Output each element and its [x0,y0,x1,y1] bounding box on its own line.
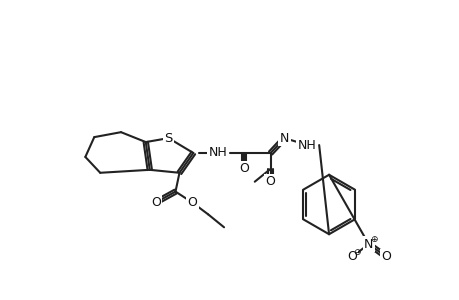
Text: O: O [187,196,197,209]
Text: O: O [238,162,248,175]
Text: NH: NH [297,139,316,152]
Text: S: S [164,132,173,145]
Text: O: O [265,175,275,188]
Text: N: N [279,132,289,145]
Text: O: O [346,250,356,263]
Text: ⊕: ⊕ [369,235,376,244]
Text: NH: NH [208,146,227,160]
Text: O: O [151,196,160,209]
Text: O: O [381,250,391,263]
Text: N: N [363,238,373,250]
Text: ⊖: ⊖ [353,248,360,256]
